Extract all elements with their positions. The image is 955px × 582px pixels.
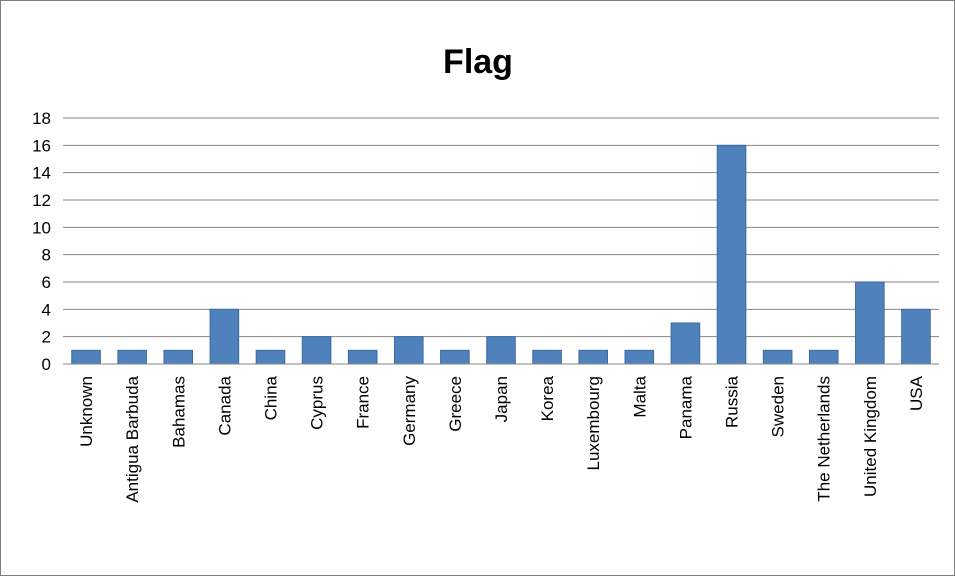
x-tick-label: United Kingdom [861, 376, 880, 497]
x-tick-label: Bahamas [169, 376, 188, 448]
x-tick-label: China [261, 375, 280, 420]
x-tick-label: Malta [630, 375, 649, 417]
y-tick-label: 6 [42, 273, 51, 292]
bar-bahamas [163, 349, 194, 365]
bar-panama [670, 322, 701, 365]
x-axis-labels: Unknown Antigua Barbuda Bahamas Canada China… [77, 375, 926, 502]
x-tick-label: The Netherlands [815, 376, 834, 502]
gridlines [63, 117, 939, 338]
x-tick-label: Unknown [77, 376, 96, 447]
y-tick-label: 2 [42, 328, 51, 347]
bar-usa [901, 308, 931, 365]
y-tick-label: 8 [42, 246, 51, 265]
y-tick-label: 14 [32, 164, 51, 183]
x-tick-label: USA [907, 375, 926, 411]
bar-korea [532, 349, 562, 365]
bar-france [347, 349, 378, 365]
bars [71, 144, 931, 365]
bar-antigua-barbuda [117, 349, 147, 365]
bar-russia [716, 144, 747, 365]
y-tick-label: 10 [32, 218, 51, 237]
bar-sweden [762, 349, 793, 365]
x-tick-label: Panama [676, 375, 695, 439]
x-tick-label: Germany [400, 376, 419, 446]
bar-china [255, 349, 286, 365]
bar-japan [486, 336, 516, 365]
chart-title: Flag [443, 43, 513, 81]
x-tick-label: Japan [492, 376, 511, 422]
bar-malta [624, 349, 655, 365]
x-tick-label: Sweden [769, 376, 788, 437]
y-tick-label: 0 [42, 355, 51, 374]
x-tick-label: Russia [723, 375, 742, 428]
x-tick-label: Cyprus [308, 376, 327, 430]
bar-united-kingdom [855, 281, 885, 365]
y-tick-label: 4 [42, 300, 51, 319]
x-tick-label: France [354, 376, 373, 429]
x-tick-label: Antigua Barbuda [123, 375, 142, 502]
y-tick-label: 18 [32, 109, 51, 128]
x-tick-label: Greece [446, 376, 465, 432]
y-tick-label: 16 [32, 136, 51, 155]
bar-luxembourg [578, 349, 609, 365]
bar-the-netherlands [808, 349, 839, 365]
x-tick-label: Korea [538, 375, 557, 421]
bar-cyprus [301, 336, 332, 365]
bar-unknown [71, 349, 101, 365]
x-tick-label: Canada [215, 375, 234, 435]
y-axis-ticks: 0 2 4 6 8 10 12 14 16 18 [32, 109, 51, 374]
y-tick-label: 12 [32, 191, 51, 210]
x-tick-label: Luxembourg [584, 376, 603, 471]
bar-greece [440, 349, 470, 365]
bar-germany [393, 336, 424, 365]
bar-canada [209, 308, 240, 365]
